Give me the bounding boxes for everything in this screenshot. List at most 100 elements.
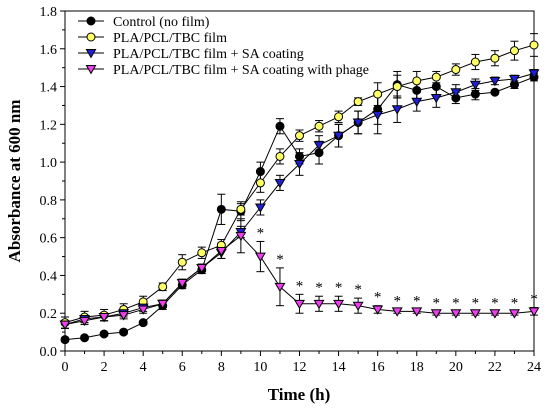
error-bars — [61, 33, 538, 343]
data-point — [80, 333, 90, 343]
data-point — [489, 309, 501, 319]
legend-marker — [86, 32, 96, 42]
significance-markers: * * * * * * * * * * * * * * * — [257, 225, 538, 311]
data-point — [529, 40, 539, 50]
significance-marker: * — [472, 295, 480, 311]
data-point — [372, 305, 384, 315]
significance-marker: * — [530, 292, 538, 308]
legend-label: Control (no film) — [113, 15, 210, 30]
x-tick-label: 6 — [179, 360, 186, 375]
data-point — [215, 246, 227, 257]
data-point — [528, 69, 540, 79]
significance-marker: * — [452, 295, 460, 311]
legend-label: PLA/PCL/TBC film + SA coating — [113, 47, 304, 62]
x-tick-label: 0 — [62, 360, 69, 375]
data-point — [469, 309, 481, 319]
x-tick-label: 18 — [410, 360, 424, 375]
data-point — [235, 231, 247, 242]
data-point — [469, 80, 481, 91]
data-point — [255, 178, 265, 188]
data-point — [118, 311, 130, 321]
x-tick-label: 12 — [293, 360, 307, 375]
data-point — [431, 82, 441, 92]
y-tick-label: 1.6 — [40, 43, 58, 58]
data-point — [450, 309, 462, 319]
x-tick-label: 8 — [218, 360, 225, 375]
data-point — [451, 65, 461, 75]
y-axis: 0.0 0.2 0.4 0.6 0.8 1.0 1.2 1.4 1.6 1.8 — [40, 5, 65, 360]
data-point — [254, 203, 266, 213]
significance-marker: * — [257, 225, 265, 241]
y-tick-label: 1.8 — [40, 5, 58, 20]
data-point — [196, 263, 208, 274]
significance-marker: * — [393, 293, 401, 309]
data-point — [60, 335, 70, 345]
data-point — [412, 85, 422, 95]
data-point — [138, 318, 148, 328]
data-point — [411, 307, 423, 317]
data-point — [197, 248, 207, 258]
y-tick-label: 1.4 — [40, 81, 58, 96]
data-point — [450, 88, 462, 98]
data-point — [275, 151, 285, 161]
data-point — [470, 89, 480, 99]
significance-marker: * — [511, 295, 519, 311]
data-point — [98, 313, 110, 323]
data-point — [352, 301, 364, 312]
legend: Control (no film)PLA/PCL/TBC filmPLA/PCL… — [78, 15, 369, 78]
data-point — [275, 121, 285, 131]
data-point — [137, 305, 149, 315]
data-point — [508, 75, 520, 85]
significance-marker: * — [491, 295, 499, 311]
x-tick-label: 4 — [140, 360, 147, 375]
data-point — [489, 76, 501, 87]
data-point — [157, 299, 169, 310]
data-point — [313, 299, 325, 310]
data-point — [334, 112, 344, 122]
data-point — [294, 299, 305, 310]
data-point — [236, 204, 246, 214]
data-point — [372, 110, 384, 121]
data-point — [274, 178, 286, 189]
x-tick-label: 14 — [332, 360, 346, 375]
significance-marker: * — [413, 293, 421, 309]
data-point — [158, 282, 168, 292]
data-point — [391, 307, 403, 317]
data-point — [295, 151, 304, 161]
legend-marker — [86, 16, 96, 26]
data-point — [508, 309, 520, 319]
significance-marker: * — [335, 280, 343, 296]
x-axis-title: Time (h) — [268, 385, 331, 404]
y-tick-label: 0.0 — [40, 345, 58, 360]
data-point — [411, 97, 423, 108]
x-tick-label: 2 — [101, 360, 108, 375]
data-point — [333, 299, 345, 310]
y-axis-title: Absorbance at 600 nm — [5, 100, 24, 263]
data-point — [313, 141, 325, 151]
y-tick-label: 0.2 — [40, 307, 58, 322]
data-point — [431, 72, 441, 82]
data-point — [216, 204, 226, 214]
data-point — [490, 53, 500, 63]
data-point — [333, 131, 345, 142]
data-point — [490, 87, 500, 97]
data-point — [352, 118, 364, 128]
significance-marker: * — [296, 278, 304, 294]
data-point — [294, 160, 305, 170]
y-tick-label: 0.8 — [40, 194, 58, 209]
legend-marker — [85, 49, 97, 59]
data-point — [528, 307, 540, 317]
data-point — [373, 89, 383, 99]
x-tick-label: 20 — [449, 360, 463, 375]
y-tick-label: 1.2 — [40, 118, 58, 133]
data-point — [99, 329, 109, 339]
x-tick-label: 16 — [371, 360, 385, 375]
y-tick-label: 0.4 — [40, 269, 58, 284]
data-point — [177, 257, 187, 267]
series-markers — [59, 40, 540, 345]
data-point — [274, 282, 286, 293]
data-point — [509, 46, 519, 56]
data-point — [430, 309, 442, 319]
x-axis: 0 2 4 6 8 10 12 14 16 18 20 22 24 — [62, 351, 541, 375]
